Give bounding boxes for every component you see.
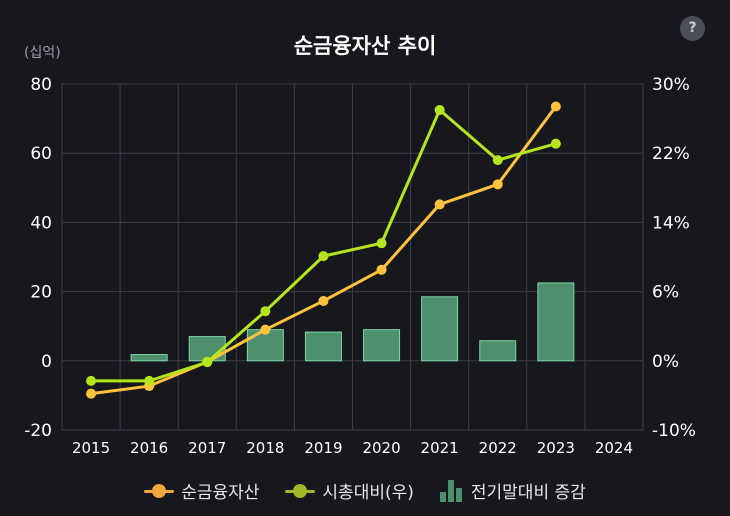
data-point-market-cap-ratio xyxy=(202,357,213,368)
y-axis-left-tick-label: 40 xyxy=(30,213,52,233)
data-point-market-cap-ratio xyxy=(318,251,329,262)
data-point-net-financial-assets xyxy=(376,264,387,275)
data-point-market-cap-ratio xyxy=(376,238,387,249)
y-axis-right-tick-label: -10% xyxy=(652,421,696,441)
y-axis-right-tick-label: 14% xyxy=(652,213,690,233)
data-point-market-cap-ratio xyxy=(144,375,155,386)
chart-legend: 순금융자산 시총대비(우) 전기말대비 증감 xyxy=(0,478,730,503)
legend-label: 순금융자산 xyxy=(181,483,260,503)
data-point-market-cap-ratio xyxy=(492,155,503,166)
legend-item-market-cap-ratio[interactable]: 시총대비(우) xyxy=(285,478,414,503)
data-point-net-financial-assets xyxy=(492,179,503,190)
x-axis-tick-label: 2015 xyxy=(72,439,110,457)
y-axis-left-tick-label: 0 xyxy=(41,352,52,372)
data-point-market-cap-ratio xyxy=(260,306,271,317)
x-axis-tick-label: 2020 xyxy=(362,439,400,457)
x-axis-tick-label: 2024 xyxy=(595,439,633,457)
bar-change-vs-prior xyxy=(537,282,575,362)
y-axis-left-tick-label: -20 xyxy=(24,421,52,441)
legend-item-change-vs-prior[interactable]: 전기말대비 증감 xyxy=(439,478,586,503)
x-axis-tick-label: 2023 xyxy=(537,439,575,457)
help-button[interactable]: ? xyxy=(680,16,705,41)
y-axis-unit-label: (십억) xyxy=(24,45,61,61)
chart-title: 순금융자산 추이 xyxy=(293,34,437,58)
bar-change-vs-prior xyxy=(363,329,401,362)
bar-chart-icon xyxy=(439,479,464,502)
x-axis-tick-label: 2017 xyxy=(188,439,226,457)
bar-change-vs-prior xyxy=(304,331,342,362)
x-axis-tick-label: 2019 xyxy=(304,439,342,457)
data-point-net-financial-assets xyxy=(86,388,97,399)
y-axis-right-tick-label: 22% xyxy=(652,144,690,164)
x-axis-tick-label: 2016 xyxy=(130,439,168,457)
data-point-market-cap-ratio xyxy=(550,138,561,149)
data-point-net-financial-assets xyxy=(550,101,561,112)
x-axis-tick-label: 2018 xyxy=(246,439,284,457)
legend-label: 시총대비(우) xyxy=(322,483,414,503)
data-point-net-financial-assets xyxy=(260,324,271,335)
bar-change-vs-prior xyxy=(130,354,168,362)
y-axis-right-tick-label: 0% xyxy=(652,352,679,372)
y-axis-right-tick-label: 30% xyxy=(652,75,690,95)
y-axis-left-tick-label: 20 xyxy=(30,283,52,303)
y-axis-left-tick-label: 60 xyxy=(30,144,52,164)
legend-item-net-financial-assets[interactable]: 순금융자산 xyxy=(144,478,259,503)
chart-plot: 80 60 40 20 0 -20 30% 22% 14% 6% 0% -10% 2015 2016 201… xyxy=(24,75,696,457)
bar-change-vs-prior xyxy=(479,340,517,362)
x-axis-tick-label: 2021 xyxy=(421,439,459,457)
y-axis-right-tick-label: 6% xyxy=(652,283,679,303)
bar-change-vs-prior xyxy=(421,296,459,362)
x-axis-tick-label: 2022 xyxy=(479,439,517,457)
data-point-market-cap-ratio xyxy=(434,104,445,115)
y-axis-left-tick-label: 80 xyxy=(30,75,52,95)
data-point-net-financial-assets xyxy=(318,295,329,306)
data-point-market-cap-ratio xyxy=(86,375,97,386)
line-dot-icon xyxy=(285,483,316,498)
data-point-net-financial-assets xyxy=(434,199,445,210)
line-dot-icon xyxy=(144,483,175,498)
legend-label: 전기말대비 증감 xyxy=(470,483,586,503)
